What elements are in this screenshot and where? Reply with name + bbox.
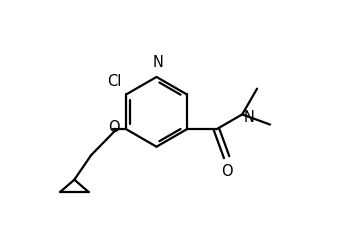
Text: O: O xyxy=(108,121,120,135)
Text: Cl: Cl xyxy=(107,74,121,89)
Text: N: N xyxy=(152,55,163,70)
Text: N: N xyxy=(243,110,255,124)
Text: O: O xyxy=(221,164,232,179)
